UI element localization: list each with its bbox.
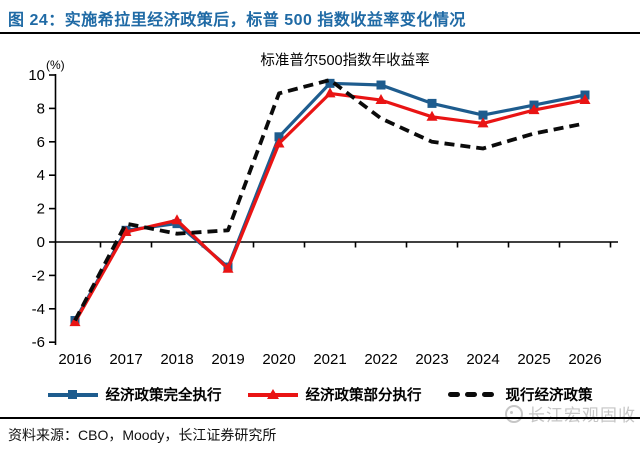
watermark-text: 长江宏观固收 (528, 406, 636, 425)
series-1-marker (528, 104, 540, 115)
y-tick-label: 0 (37, 234, 45, 251)
x-tick-label: 2021 (313, 351, 346, 368)
series-1-marker (120, 225, 132, 236)
series-line-0 (73, 81, 586, 322)
legend-swatch-red-triangle-icon (247, 388, 298, 402)
series-1-marker (477, 117, 489, 128)
legend-label: 经济政策部分执行 (305, 388, 422, 404)
y-tick-label: 10 (28, 67, 45, 84)
y-tick-label: -6 (32, 334, 45, 351)
legend-item-full-policy: 经济政策完全执行 (47, 384, 222, 405)
legend-label: 现行经济政策 (505, 388, 593, 404)
y-tick-label: -4 (32, 301, 45, 318)
line-chart: 标准普尔500指数年收益率 (%) 10 8 6 4 2 0 -2 -4 -6 2016 2017 2… (28, 52, 618, 368)
footer-divider (0, 417, 640, 419)
watermark-logo-icon (505, 404, 523, 423)
chart-series (69, 78, 591, 327)
x-tick-label: 2026 (568, 351, 601, 368)
y-tick-label: -2 (32, 267, 45, 284)
x-tick-label: 2019 (211, 351, 244, 368)
x-tick-label: 2022 (364, 351, 397, 368)
x-tick-label: 2017 (109, 351, 142, 368)
y-tick-label: 8 (37, 100, 45, 117)
y-axis-unit-label: (%) (46, 58, 65, 72)
figure-title: 图 24：实施希拉里经济政策后，标普 500 指数收益率变化情况 (8, 12, 466, 29)
chart-legend: 经济政策完全执行 经济政策部分执行 现行经济政策 (0, 384, 640, 405)
series-1-marker (426, 110, 438, 121)
source-note: 资料来源：CBO，Moody，长江证券研究所 (8, 427, 277, 443)
chart-axes: 10 8 6 4 2 0 -2 -4 -6 2016 2017 2018 2019 2020 2021 202… (28, 67, 618, 368)
x-tick-label: 2023 (415, 351, 448, 368)
series-1-marker (324, 87, 336, 98)
x-tick-label: 2016 (58, 351, 91, 368)
series-1-marker (222, 262, 234, 273)
series-line-1 (73, 91, 586, 323)
x-tick-label: 2020 (262, 351, 295, 368)
series-0-marker (427, 98, 437, 108)
chart-title: 标准普尔500指数年收益率 (260, 52, 429, 69)
header-divider (0, 32, 640, 34)
series-1-marker (171, 214, 183, 225)
x-tick-label: 2018 (160, 351, 193, 368)
legend-label: 经济政策完全执行 (105, 388, 222, 404)
x-tick-label: 2025 (517, 351, 550, 368)
series-0-marker (478, 110, 488, 120)
x-tick-label: 2024 (466, 351, 499, 368)
series-1-marker (579, 94, 591, 105)
series-1-marker (273, 137, 285, 148)
series-1-marker (375, 94, 387, 105)
series-0-marker (376, 80, 386, 90)
legend-item-partial-policy: 经济政策部分执行 (247, 384, 422, 405)
y-tick-label: 6 (37, 134, 45, 151)
series-1-marker (69, 316, 81, 327)
series-0-marker (274, 132, 284, 142)
y-tick-label: 4 (37, 167, 45, 184)
y-tick-label: 2 (37, 201, 45, 218)
legend-swatch-blue-square-icon (47, 388, 98, 402)
legend-item-current-policy: 现行经济政策 (447, 384, 593, 405)
watermark: 长江宏观固收 (505, 401, 636, 426)
legend-swatch-black-dash-icon (447, 388, 498, 402)
series-0-marker (325, 78, 335, 88)
series-line-2 (73, 78, 586, 322)
